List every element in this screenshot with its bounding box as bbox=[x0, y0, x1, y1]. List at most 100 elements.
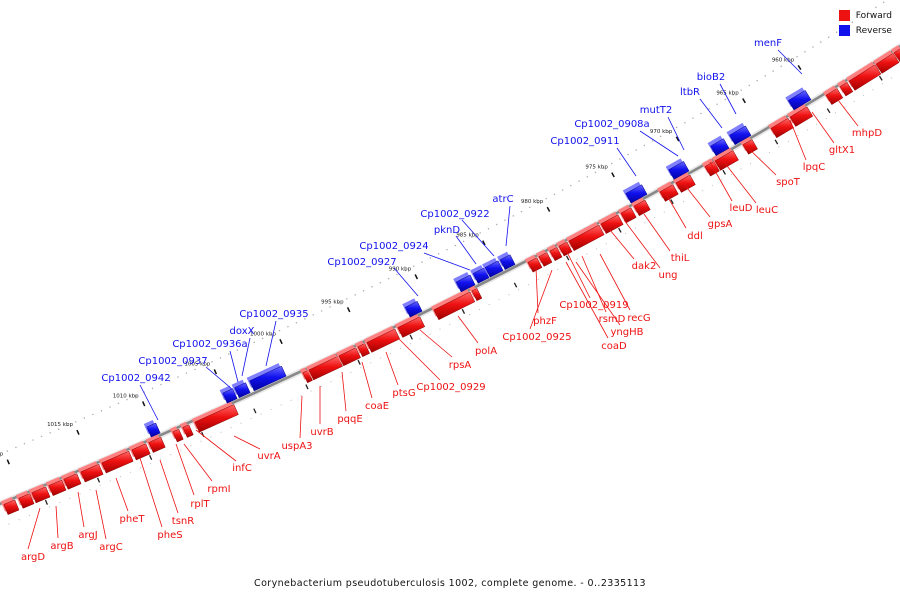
forward-gene bbox=[538, 252, 553, 267]
reverse-gene-leader-line bbox=[455, 235, 477, 265]
reverse-gene-leader-line bbox=[667, 116, 685, 151]
forward-gene-leader-line bbox=[529, 269, 553, 330]
reverse-gene bbox=[484, 260, 504, 278]
reverse-swatch bbox=[838, 25, 850, 36]
forward-gene-label: uspA3 bbox=[281, 441, 312, 452]
kbp-tick-mark bbox=[414, 274, 419, 280]
kbp-tick-mark bbox=[213, 369, 218, 375]
reverse-gene bbox=[249, 365, 287, 392]
forward-gene bbox=[101, 450, 134, 474]
forward-gene bbox=[338, 347, 361, 367]
forward-gene-label: argC bbox=[99, 542, 122, 553]
reverse-gene bbox=[710, 138, 730, 156]
reverse-gene-label: Cp1002_0936a bbox=[172, 339, 247, 350]
forward-gene bbox=[357, 343, 370, 358]
forward-gene bbox=[148, 436, 166, 453]
forward-gene bbox=[659, 184, 679, 202]
minor-tick-mark bbox=[461, 308, 466, 314]
reverse-gene bbox=[222, 388, 238, 404]
minor-tick-mark bbox=[253, 408, 257, 414]
reverse-gene-label: doxX bbox=[230, 326, 255, 337]
forward-gene-leader-line bbox=[175, 443, 195, 496]
forward-gene-label: yngHB bbox=[611, 327, 644, 338]
reverse-gene-label: Cp1002_0911 bbox=[550, 136, 619, 147]
forward-gene-label: pqqE bbox=[337, 414, 362, 425]
legend-forward: Forward bbox=[838, 8, 892, 23]
reverse-gene bbox=[234, 382, 251, 399]
reverse-gene-leader-line bbox=[139, 384, 159, 421]
backbone-shadow bbox=[0, 42, 900, 508]
forward-gene bbox=[80, 463, 104, 483]
reverse-gene-label: menF bbox=[754, 38, 782, 49]
reverse-gene-leader-line bbox=[393, 267, 419, 297]
kbp-tick-mark bbox=[611, 172, 615, 178]
forward-gene bbox=[397, 316, 426, 338]
legend-reverse-label: Reverse bbox=[855, 25, 892, 36]
minor-tick-mark bbox=[513, 282, 518, 288]
reverse-gene bbox=[668, 161, 690, 180]
minor-tick-mark bbox=[149, 454, 153, 461]
reverse-gene-label: pknD bbox=[434, 225, 460, 236]
forward-gene-leader-line bbox=[195, 429, 237, 462]
minor-tick-mark bbox=[565, 255, 570, 261]
reverse-gene-leader-line bbox=[205, 366, 233, 390]
forward-gene bbox=[742, 139, 758, 155]
forward-gene-leader-line bbox=[609, 229, 635, 260]
forward-gene-leader-line bbox=[397, 337, 441, 381]
forward-gene-label: Cp1002_0929 bbox=[416, 382, 485, 393]
kbp-tick-label: 970 kbp bbox=[650, 129, 673, 135]
forward-gene-leader-line bbox=[723, 161, 757, 204]
forward-gene-leader-line bbox=[299, 395, 303, 439]
legend: Forward Reverse bbox=[838, 8, 892, 38]
minor-tick-mark bbox=[409, 334, 413, 340]
forward-gene-label: rpmI bbox=[207, 484, 230, 495]
kbp-tick-label: 1010 kbp bbox=[113, 393, 139, 399]
forward-gene bbox=[568, 224, 605, 252]
forward-gene bbox=[825, 88, 844, 105]
forward-gene bbox=[839, 81, 854, 97]
forward-gene-leader-line bbox=[811, 111, 835, 144]
minor-tick-mark bbox=[670, 199, 674, 205]
minor-tick-mark bbox=[44, 499, 48, 505]
kbp-tick-label: 1005 kbp bbox=[184, 361, 210, 367]
forward-gene-label: ung bbox=[658, 270, 677, 281]
forward-gene-leader-line bbox=[361, 361, 373, 399]
kbp-tick-label: 990 kbp bbox=[389, 267, 412, 273]
forward-gene-leader-line bbox=[183, 443, 213, 482]
forward-gene bbox=[308, 355, 343, 381]
kbp-tick-mark bbox=[675, 136, 680, 142]
forward-gene bbox=[48, 479, 67, 497]
forward-gene-label: rplT bbox=[190, 499, 210, 510]
forward-gene-leader-line bbox=[745, 145, 777, 176]
reverse-gene-label: Cp1002_0908a bbox=[574, 119, 649, 130]
forward-gene bbox=[18, 493, 35, 509]
reverse-gene-leader-line bbox=[265, 320, 277, 367]
forward-gene-leader-line bbox=[139, 457, 163, 528]
kbp-tick-mark bbox=[346, 307, 351, 313]
minor-tick-mark bbox=[357, 359, 361, 365]
forward-gene-label: leuD bbox=[730, 203, 753, 214]
reverse-gene-label: atrC bbox=[492, 194, 513, 205]
minor-tick-mark bbox=[826, 108, 831, 114]
forward-gene-label: argD bbox=[21, 552, 45, 563]
forward-gene-label: tsnR bbox=[172, 516, 194, 527]
kbp-tick-mark bbox=[546, 206, 551, 212]
forward-gene-leader-line bbox=[575, 261, 621, 326]
kbp-tick-mark bbox=[141, 401, 146, 407]
kbp-tick-label: 995 kbp bbox=[321, 299, 344, 305]
minor-tick-mark bbox=[305, 384, 309, 390]
kbp-tick-label: 975 kbp bbox=[585, 165, 608, 171]
forward-gene bbox=[31, 486, 51, 504]
legend-forward-label: Forward bbox=[855, 10, 892, 21]
forward-gene-leader-line bbox=[535, 267, 539, 314]
reverse-gene bbox=[499, 254, 516, 270]
forward-gene-leader-line bbox=[341, 371, 347, 412]
forward-gene-leader-line bbox=[159, 459, 179, 514]
reverse-gene-leader-line bbox=[505, 205, 511, 247]
forward-gene-label: rsmD bbox=[599, 314, 626, 325]
forward-gene-label: uvrB bbox=[310, 427, 333, 438]
reverse-gene-label: Cp1002_0927 bbox=[327, 257, 396, 268]
forward-gene bbox=[600, 214, 624, 234]
forward-gene-label: Cp1002_0919 bbox=[559, 300, 628, 311]
forward-gene-leader-line bbox=[623, 219, 661, 269]
